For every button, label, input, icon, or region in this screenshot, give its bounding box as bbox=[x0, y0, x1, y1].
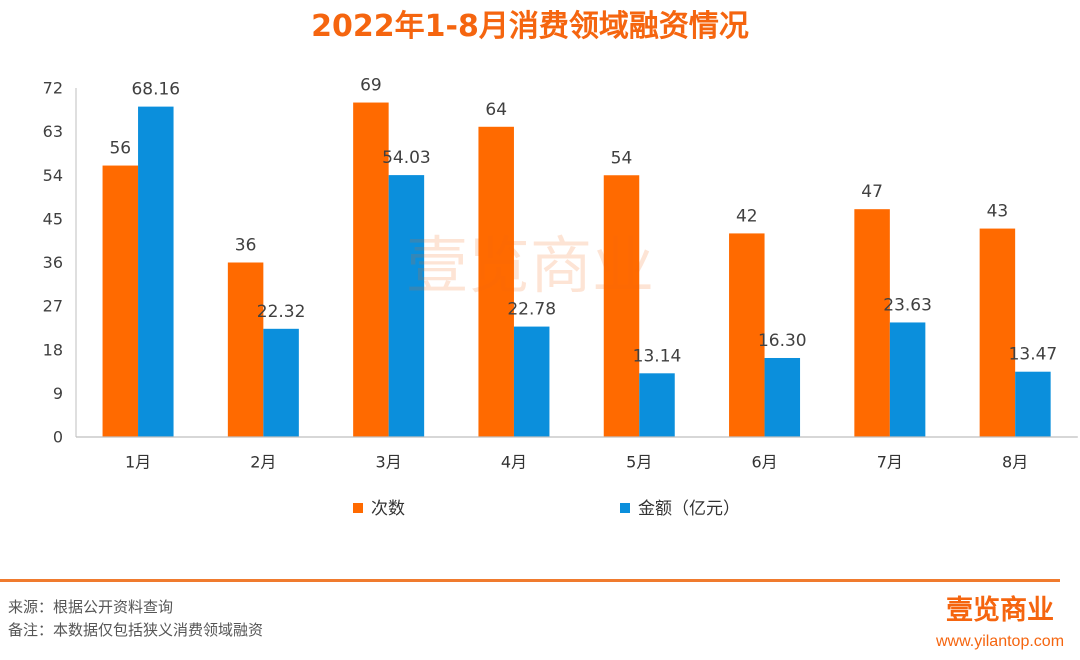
bar-amount-month-4 bbox=[513, 326, 550, 437]
data-label-amount-month-7: 23.63 bbox=[883, 295, 932, 315]
data-label-amount-month-4: 22.78 bbox=[507, 300, 556, 320]
y-tick-label: 63 bbox=[43, 122, 63, 141]
data-label-amount-month-1: 68.16 bbox=[131, 80, 180, 100]
data-label-count-month-8: 43 bbox=[987, 202, 1009, 222]
x-tick-label: 1月 bbox=[125, 453, 151, 472]
data-label-amount-month-6: 16.30 bbox=[758, 331, 807, 351]
bar-chart: 0 9 18 27 36 45 54 63 72 56 68.16 1月 36 22.32 2月 69 54.0… bbox=[43, 76, 1078, 472]
data-label-count-month-7: 47 bbox=[861, 182, 883, 202]
data-label-count-month-6: 42 bbox=[736, 206, 758, 226]
x-tick-label: 5月 bbox=[626, 453, 652, 472]
bar-amount-month-5 bbox=[639, 373, 675, 437]
footer-divider bbox=[0, 579, 1060, 582]
bar-count-month-5 bbox=[603, 175, 640, 437]
x-tick-label: 6月 bbox=[751, 453, 777, 472]
y-tick-label: 0 bbox=[53, 428, 63, 447]
bar-amount-month-3 bbox=[388, 175, 425, 437]
bar-amount-month-1 bbox=[138, 106, 174, 437]
legend-label-count: 次数 bbox=[371, 499, 405, 519]
legend-item-count: 次数 bbox=[353, 498, 405, 520]
x-tick-label: 8月 bbox=[1002, 453, 1028, 472]
bar-amount-month-6 bbox=[764, 357, 801, 437]
bar-count-month-3 bbox=[353, 102, 389, 438]
footer-source: 来源：根据公开资料查询 bbox=[8, 598, 174, 616]
legend-label-amount: 金额（亿元） bbox=[638, 499, 740, 519]
bar-count-month-7 bbox=[854, 209, 890, 437]
bar-count-month-4 bbox=[478, 126, 514, 438]
y-tick-label: 36 bbox=[43, 253, 63, 272]
data-label-amount-month-2: 22.32 bbox=[257, 302, 306, 322]
data-label-amount-month-3: 54.03 bbox=[382, 148, 431, 168]
x-tick-label: 3月 bbox=[376, 453, 402, 472]
data-label-count-month-2: 36 bbox=[235, 236, 257, 256]
data-label-count-month-4: 64 bbox=[485, 100, 507, 120]
data-label-count-month-1: 56 bbox=[109, 139, 131, 159]
bar-amount-month-7 bbox=[889, 322, 926, 437]
footer-note: 备注：本数据仅包括狭义消费领域融资 bbox=[8, 621, 264, 639]
bar-count-month-6 bbox=[729, 233, 765, 437]
bar-count-month-2 bbox=[227, 262, 264, 437]
y-tick-label: 45 bbox=[43, 209, 63, 228]
legend-swatch-count bbox=[353, 503, 363, 513]
y-tick-label: 9 bbox=[53, 384, 63, 403]
bar-count-month-1 bbox=[102, 165, 139, 438]
brand-logo: 壹览商业 bbox=[946, 595, 1054, 626]
legend-swatch-amount bbox=[620, 503, 630, 513]
data-label-count-month-5: 54 bbox=[611, 148, 633, 168]
bar-amount-month-8 bbox=[1015, 371, 1051, 437]
chart-title: 2022年1-8月消费领域融资情况 bbox=[311, 9, 749, 44]
x-tick-label: 4月 bbox=[501, 453, 527, 472]
data-label-amount-month-8: 13.47 bbox=[1009, 345, 1058, 365]
legend: 次数 金额（亿元） bbox=[0, 498, 1080, 520]
y-tick-label: 72 bbox=[43, 79, 63, 98]
y-tick-label: 27 bbox=[43, 297, 63, 316]
data-label-count-month-3: 69 bbox=[360, 76, 382, 96]
y-tick-label: 18 bbox=[43, 340, 63, 359]
data-label-amount-month-5: 13.14 bbox=[633, 346, 682, 366]
y-tick-label: 54 bbox=[43, 166, 63, 185]
x-tick-label: 2月 bbox=[250, 453, 276, 472]
x-tick-label: 7月 bbox=[877, 453, 903, 472]
bar-amount-month-2 bbox=[263, 328, 299, 437]
legend-item-amount: 金额（亿元） bbox=[620, 498, 740, 520]
brand-url: www.yilantop.com bbox=[935, 633, 1065, 650]
bar-count-month-8 bbox=[979, 228, 1016, 437]
